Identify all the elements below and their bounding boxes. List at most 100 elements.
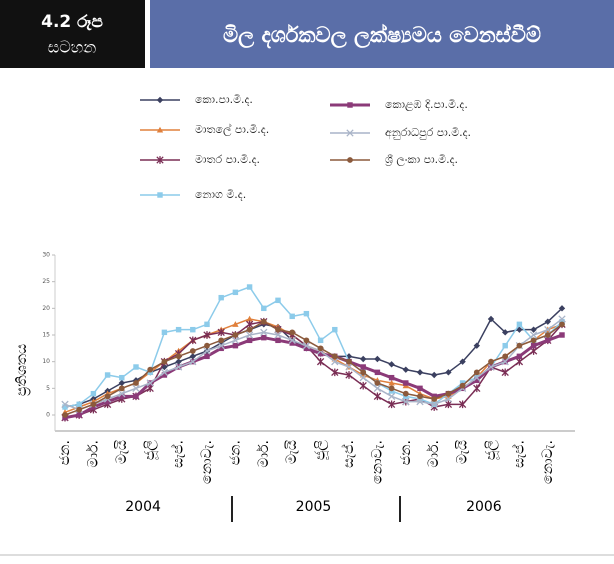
marker [544, 332, 551, 338]
marker [417, 393, 423, 400]
x-tick-label: ජූලි [313, 440, 330, 460]
marker [331, 353, 338, 360]
marker [261, 305, 267, 312]
marker [146, 379, 154, 387]
y-tick-label: 15 [42, 332, 50, 339]
marker [303, 337, 310, 344]
marker [374, 355, 381, 363]
marker [246, 326, 253, 333]
series-line [64, 320, 563, 416]
marker [473, 342, 480, 349]
marker [388, 379, 395, 386]
marker [360, 355, 367, 363]
marker [289, 340, 295, 346]
marker [360, 364, 366, 370]
x-tick-label: සැප්. [170, 440, 186, 468]
marker [156, 126, 164, 133]
marker [61, 400, 69, 408]
marker [516, 326, 523, 333]
marker [332, 326, 338, 333]
x-tick-label: සැප්. [511, 440, 527, 468]
marker [346, 358, 352, 365]
marker [76, 401, 82, 408]
marker [431, 371, 438, 379]
x-tick-label: ජන. [57, 440, 73, 465]
marker [203, 331, 211, 339]
y-tick-label: 25 [42, 278, 50, 285]
marker [374, 380, 381, 386]
marker [175, 358, 182, 365]
marker [288, 336, 296, 344]
marker [530, 326, 537, 333]
marker [473, 369, 480, 376]
marker [331, 368, 339, 377]
marker [388, 361, 395, 368]
marker [501, 368, 509, 377]
marker [331, 358, 339, 366]
marker [90, 390, 97, 397]
marker [119, 374, 125, 381]
marker [204, 342, 210, 349]
legend-label: මාතලේ පා.මි.ද. [195, 122, 269, 137]
marker [530, 342, 537, 349]
marker [218, 337, 225, 344]
marker [76, 412, 82, 418]
marker [374, 369, 381, 376]
marker [245, 331, 254, 339]
marker [204, 353, 210, 360]
marker [444, 395, 453, 403]
marker [402, 398, 410, 406]
marker [104, 398, 111, 405]
title-banner [150, 0, 614, 68]
y-axis-label: ප්‍රතිශතය [14, 344, 31, 396]
x-tick-label: සැප්. [341, 440, 357, 468]
legend-label: මාතර පා.මි.ද. [195, 153, 260, 166]
marker [289, 329, 296, 336]
marker [317, 345, 324, 352]
marker [488, 358, 494, 365]
marker [345, 363, 353, 371]
marker [403, 380, 409, 386]
marker [430, 400, 438, 408]
marker [132, 384, 140, 392]
marker [274, 331, 282, 339]
marker [161, 372, 168, 378]
marker [501, 358, 509, 366]
marker [345, 371, 353, 379]
x-tick-label: ජූලි [142, 440, 159, 460]
marker [157, 192, 163, 198]
x-tick-label: මැයි [455, 439, 471, 464]
marker [316, 357, 325, 366]
marker [359, 381, 367, 390]
marker [156, 156, 164, 164]
marker [516, 342, 523, 349]
legend-label: නොග මි.ද. [195, 188, 246, 201]
marker [218, 345, 224, 352]
x-tick-label: මාර්. [85, 440, 101, 468]
x-tick-label: නොවැ. [199, 440, 215, 484]
x-tick-label: ජන. [398, 440, 414, 465]
series-line [64, 320, 563, 419]
marker [231, 336, 240, 344]
marker [530, 337, 537, 344]
y-tick-label: 5 [46, 385, 50, 392]
marker [189, 353, 196, 360]
marker [118, 379, 125, 387]
marker [218, 294, 224, 301]
marker [260, 328, 268, 336]
marker [104, 393, 111, 400]
marker [133, 393, 139, 400]
marker [302, 342, 311, 350]
marker [459, 382, 466, 389]
marker [275, 337, 281, 344]
marker [402, 366, 409, 373]
legend-label: කොළඹ දි.පා.මි.ද. [385, 98, 468, 112]
marker [232, 342, 239, 349]
marker [545, 337, 551, 344]
series-line [64, 286, 563, 408]
marker [246, 284, 253, 290]
y-tick-label: 10 [42, 358, 50, 365]
marker [133, 380, 139, 386]
x-tick-label: මැයි [284, 439, 300, 464]
